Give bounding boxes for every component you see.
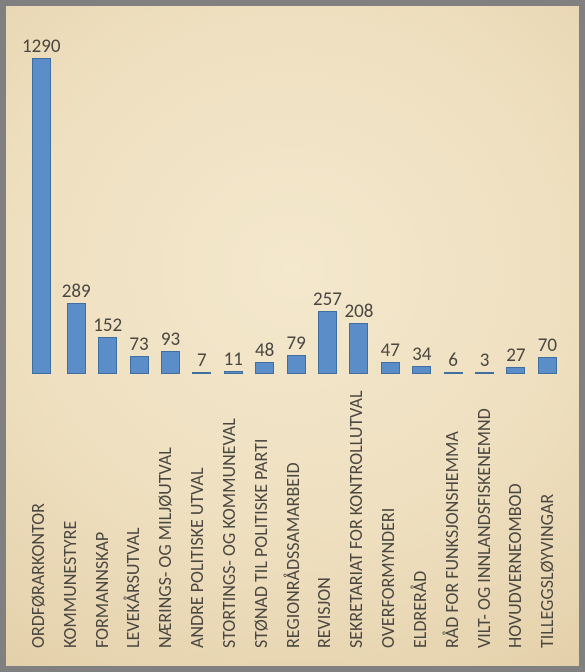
bar-value-label: 70 — [538, 336, 557, 355]
bar-rect — [475, 372, 494, 374]
bar-col: 48 — [249, 20, 280, 374]
bar-value-label: 11 — [224, 350, 243, 369]
label-col: REGIONRÅDSSAMARBEID — [277, 378, 309, 652]
bar-value-label: 1290 — [22, 37, 61, 56]
bar-col: 73 — [123, 20, 154, 374]
bar-rect — [255, 362, 274, 374]
category-label: FORMANNSKAP — [93, 378, 111, 652]
bar-col: 1290 — [22, 20, 61, 374]
bar-rect — [349, 323, 368, 374]
bar-value-label: 257 — [313, 290, 342, 309]
label-col: STØNAD TIL POLITISKE PARTI — [245, 378, 277, 652]
bar-value-label: 3 — [480, 351, 490, 370]
category-label: TILLEGGSLØYVINGAR — [538, 378, 556, 652]
category-label: REGIONRÅDSSAMARBEID — [284, 378, 302, 652]
bar-value-label: 152 — [93, 316, 122, 335]
bar-value-label: 93 — [161, 330, 180, 349]
bar-rect — [506, 367, 525, 374]
label-col: ELDRERÅD — [404, 378, 436, 652]
bar-col: 79 — [280, 20, 311, 374]
bar-rect — [412, 366, 431, 374]
category-label: NÆRINGS- OG MILJØUTVAL — [156, 378, 174, 652]
category-label: VILT- OG INNLANDSFISKENEMND — [475, 378, 493, 652]
bar-rect — [538, 357, 557, 374]
category-label: ELDRERÅD — [411, 378, 429, 652]
bar-col: 93 — [155, 20, 186, 374]
label-col: NÆRINGS- OG MILJØUTVAL — [149, 378, 181, 652]
label-col: HOVUDVERNEOMBOD — [499, 378, 531, 652]
bar-rect — [381, 362, 400, 374]
bar-col: 27 — [500, 20, 531, 374]
label-col: SEKRETARIAT FOR KONTROLLUTVAL — [340, 378, 372, 652]
bar-value-label: 79 — [286, 334, 305, 353]
category-label: ORDFØRARKONTOR — [29, 378, 47, 652]
bar-rect — [98, 337, 117, 374]
category-label: RÅD FOR FUNKSJONSHEMMA — [443, 378, 461, 652]
label-col: FORMANNSKAP — [86, 378, 118, 652]
bar-rect — [161, 351, 180, 374]
bar-rect — [287, 355, 306, 374]
label-col: LEVEKÅRSUTVAL — [117, 378, 149, 652]
label-col: KOMMUNESTYRE — [54, 378, 86, 652]
bar-col: 257 — [312, 20, 343, 374]
category-label: KOMMUNESTYRE — [61, 378, 79, 652]
bar-col: 70 — [532, 20, 563, 374]
category-label: REVISJON — [315, 378, 333, 652]
label-col: STORTINGS- OG KOMMUNEVAL — [213, 378, 245, 652]
label-col: REVISJON — [308, 378, 340, 652]
bar-value-label: 27 — [506, 346, 525, 365]
bar-col: 208 — [343, 20, 374, 374]
bar-value-label: 289 — [62, 282, 91, 301]
label-col: ORDFØRARKONTOR — [22, 378, 54, 652]
category-label: ANDRE POLITISKE UTVAL — [188, 378, 206, 652]
category-label: STORTINGS- OG KOMMUNEVAL — [220, 378, 238, 652]
bar-col: 6 — [437, 20, 468, 374]
bar-rect — [224, 371, 243, 374]
bar-value-label: 73 — [129, 335, 148, 354]
label-col: RÅD FOR FUNKSJONSHEMMA — [436, 378, 468, 652]
bar-rect — [444, 372, 463, 374]
category-label: SEKRETARIAT FOR KONTROLLUTVAL — [347, 378, 365, 652]
bar-col: 289 — [61, 20, 92, 374]
label-col: TILLEGGSLØYVINGAR — [531, 378, 563, 652]
bar-value-label: 47 — [381, 341, 400, 360]
chart-frame: 1290 289152 73 93 7 11 48 79 257208 47 34 6 3 27 70 OR… — [0, 0, 585, 672]
bar-col: 3 — [469, 20, 500, 374]
bar-col: 152 — [92, 20, 123, 374]
bar-rect — [32, 58, 51, 374]
bar-col: 7 — [186, 20, 217, 374]
bar-col: 11 — [218, 20, 249, 374]
chart-plot: 1290 289152 73 93 7 11 48 79 257208 47 34 6 3 27 70 OR… — [20, 20, 565, 652]
label-col: VILT- OG INNLANDSFISKENEMND — [468, 378, 500, 652]
label-col: ANDRE POLITISKE UTVAL — [181, 378, 213, 652]
bar-rect — [67, 303, 86, 374]
category-label: LEVEKÅRSUTVAL — [124, 378, 142, 652]
label-col: OVERFORMYNDERI — [372, 378, 404, 652]
bar-value-label: 6 — [448, 351, 458, 370]
bar-value-label: 208 — [344, 302, 373, 321]
labels-area: ORDFØRARKONTOR KOMMUNESTYRE FORMANNSKAP LEV… — [20, 378, 565, 652]
bar-value-label: 34 — [412, 345, 431, 364]
category-label: STØNAD TIL POLITISKE PARTI — [252, 378, 270, 652]
bar-rect — [130, 356, 149, 374]
bar-col: 34 — [406, 20, 437, 374]
bar-rect — [318, 311, 337, 374]
bars-area: 1290 289152 73 93 7 11 48 79 257208 47 34 6 3 27 70 — [20, 20, 565, 374]
category-label: OVERFORMYNDERI — [379, 378, 397, 652]
bar-rect — [192, 372, 211, 374]
bar-value-label: 7 — [197, 351, 207, 370]
category-label: HOVUDVERNEOMBOD — [506, 378, 524, 652]
bar-value-label: 48 — [255, 341, 274, 360]
bar-col: 47 — [375, 20, 406, 374]
